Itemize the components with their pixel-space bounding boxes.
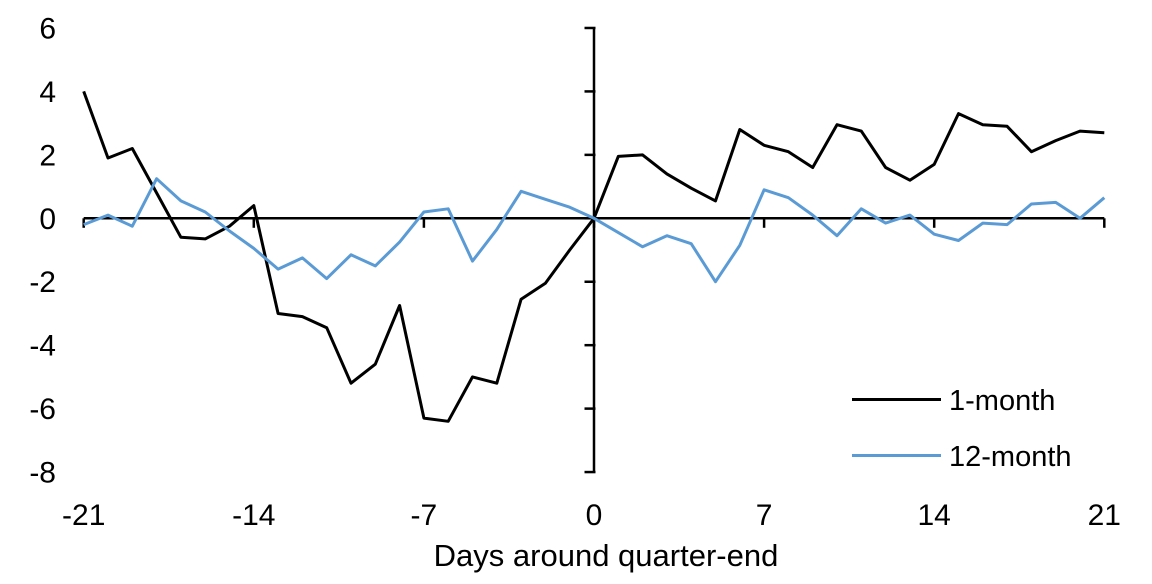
x-tick-label: 7 xyxy=(756,499,773,532)
x-axis-title: Days around quarter-end xyxy=(434,538,779,573)
x-axis-tick-labels: -21 -14 -7 0 7 14 21 xyxy=(62,499,1121,532)
legend-label-12-month: 12-month xyxy=(949,441,1072,473)
y-tick-label: 2 xyxy=(39,139,56,172)
legend-label-1-month: 1-month xyxy=(949,385,1055,417)
x-tick-label: -21 xyxy=(62,499,105,532)
x-tick-label: 21 xyxy=(1088,499,1121,532)
x-tick-label: 14 xyxy=(918,499,951,532)
y-tick-label: 6 xyxy=(39,12,56,45)
legend: 1-month 12-month xyxy=(852,385,1072,473)
x-tick-label: 0 xyxy=(586,499,603,532)
y-tick-label: -8 xyxy=(29,457,56,490)
y-axis-tick-labels: 6 4 2 0 -2 -4 -6 -8 xyxy=(29,12,56,489)
series-lines xyxy=(82,90,1106,423)
x-tick-label: -7 xyxy=(411,499,438,532)
y-tick-label: 0 xyxy=(39,203,56,236)
y-tick-label: -6 xyxy=(29,393,56,426)
y-tick-label: -4 xyxy=(29,330,56,363)
series-line-12-month xyxy=(83,177,1106,284)
y-tick-label: 4 xyxy=(39,76,56,109)
y-tick-label: -2 xyxy=(29,266,56,299)
x-tick-label: -14 xyxy=(232,499,275,532)
